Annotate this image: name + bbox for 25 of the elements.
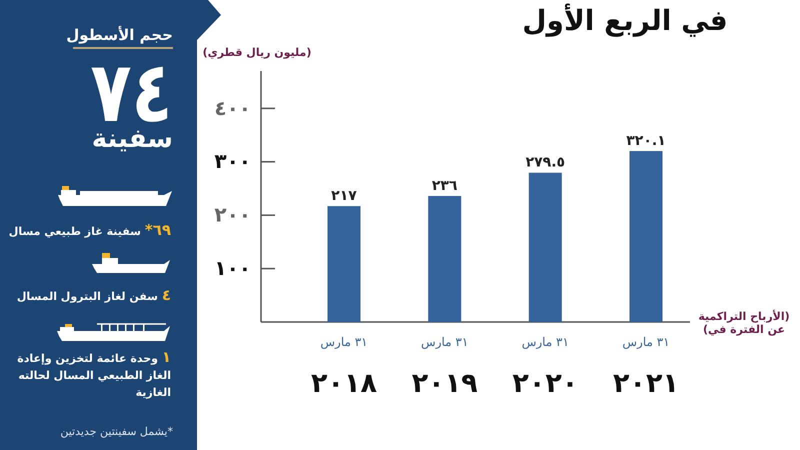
text: حجم الأسطول [66,26,173,46]
bar [528,172,562,322]
data-label: ٣٢٠.١ [626,133,666,150]
category-label: ٣١ مارس ٢٠٢٠ [512,335,578,399]
bar [328,206,360,322]
text: ٤ سفن لغاز البترول المسال [16,286,171,304]
text: سفينة [92,124,173,154]
y-tick-label: ٤٠٠ [214,96,251,120]
x-axis-title: (الأرباح التراكمية عن الفترة في) [697,310,791,336]
bar [630,151,662,322]
category-label: ٣١ مارس ٢٠١٩ [412,335,478,399]
category-label: ٣١ مارس ٢٠٢١ [613,335,679,399]
y-tick-label: ١٠٠ [214,256,251,280]
y-tick-label: ٢٠٠ [214,202,251,227]
category-label: ٣١ مارس ٢٠١٨ [311,335,377,399]
text: ١ وحدة عائمة لتخزين وإعادة الغاز الطبيعي المسال لحالته الغازية [17,348,171,399]
y-tick-label: ٣٠٠ [214,149,251,174]
chart-title: في الربع الأول [522,3,728,37]
text: ٦٩* سفينة غاز طبيعي مسال [8,221,171,239]
data-label: ٢٣٦ [432,178,458,194]
y-axis-title: (مليون ريال قطري) [202,46,312,59]
text: *يشمل سفينتين جديدتين [60,425,173,438]
data-label: ٢٧٩.٥ [526,154,566,171]
data-label: ٢١٧ [331,188,358,204]
bar [428,196,462,322]
